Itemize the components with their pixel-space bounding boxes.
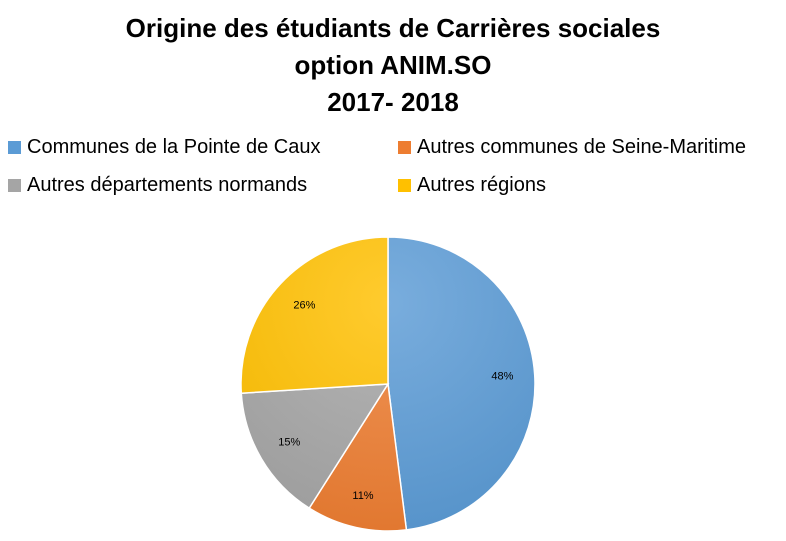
legend-swatch-pointe-de-caux bbox=[8, 141, 21, 154]
legend-item-seine-maritime: Autres communes de Seine-Maritime bbox=[398, 136, 746, 159]
pie-slices bbox=[240, 236, 536, 532]
legend-label-seine-maritime: Autres communes de Seine-Maritime bbox=[417, 136, 747, 158]
chart-title-line-3: 2017- 2018 bbox=[327, 87, 459, 117]
chart-legend: Communes de la Pointe de Caux Autres com… bbox=[0, 130, 786, 210]
pie-slice-seine-maritime bbox=[308, 381, 408, 532]
legend-label-departements-normands: Autres départements normands bbox=[27, 174, 308, 196]
data-label-departements-normands: 15% bbox=[278, 436, 300, 448]
pie-slice-autres-regions bbox=[240, 236, 389, 395]
legend-item-departements-normands: Autres départements normands bbox=[8, 174, 307, 197]
chart-title-line-2: option ANIM.SO bbox=[294, 50, 492, 80]
data-label-seine-maritime: 11% bbox=[352, 490, 373, 502]
legend-label-pointe-de-caux: Communes de la Pointe de Caux bbox=[27, 136, 321, 158]
data-label-pointe-de-caux: 48% bbox=[491, 371, 513, 383]
legend-label-autres-regions: Autres régions bbox=[417, 174, 546, 196]
chart-title-line-1: Origine des étudiants de Carrières socia… bbox=[125, 13, 661, 43]
legend-item-autres-regions: Autres régions bbox=[398, 174, 546, 197]
pie-slice-pointe-de-caux bbox=[387, 236, 536, 531]
chart-title: Origine des étudiants de Carrières socia… bbox=[0, 10, 786, 121]
legend-swatch-autres-regions bbox=[398, 179, 411, 192]
pie-slice-departements-normands bbox=[240, 383, 390, 510]
legend-item-pointe-de-caux: Communes de la Pointe de Caux bbox=[8, 136, 321, 159]
data-label-autres-regions: 26% bbox=[293, 299, 315, 311]
legend-swatch-seine-maritime bbox=[398, 141, 411, 154]
legend-swatch-departements-normands bbox=[8, 179, 21, 192]
pie-labels: 48% 11% 15% 26% bbox=[278, 299, 513, 501]
